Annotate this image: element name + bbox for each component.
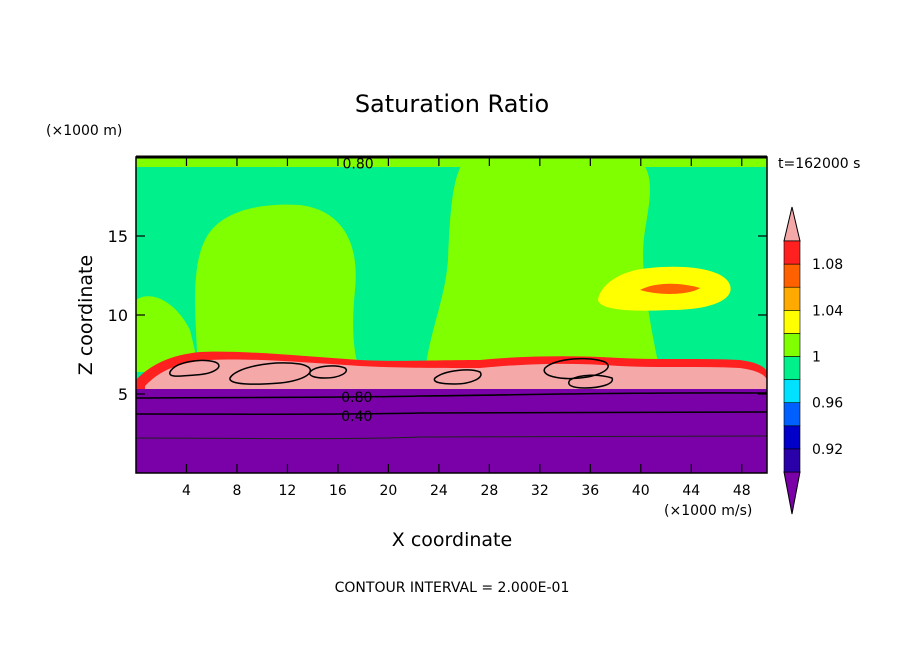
x-tick-label: 28 — [480, 483, 498, 499]
contour-line — [136, 392, 767, 399]
colorbar-swatch — [783, 402, 801, 427]
chart-title: Saturation Ratio — [355, 90, 549, 118]
region-dome-right — [425, 160, 660, 372]
cloud-contour — [543, 357, 609, 380]
x-axis-ticks: 4 8 12 16 20 24 28 32 36 40 44 48 — [182, 157, 751, 499]
x-tick-label: 36 — [581, 483, 599, 499]
x-tick-label: 48 — [733, 483, 751, 499]
region-lower-layer — [136, 389, 767, 473]
y-tick-label: 10 — [108, 306, 128, 325]
x-axis-label: X coordinate — [392, 529, 512, 551]
colorbar-swatch — [783, 425, 801, 450]
cloud-contour — [568, 374, 614, 389]
x-tick-label: 16 — [329, 483, 347, 499]
y-axis-ticks: 5 10 15 — [108, 227, 767, 404]
cloud-contour — [308, 365, 347, 379]
colorbar-swatch — [783, 240, 801, 265]
contour-line — [136, 411, 767, 415]
y-unit-label: (×1000 m) — [46, 123, 122, 139]
region-top-strip — [136, 157, 767, 167]
y-tick-label: 5 — [118, 385, 128, 404]
x-tick-label: 24 — [430, 483, 448, 499]
x-tick-label: 12 — [279, 483, 297, 499]
cloud-contour — [433, 369, 482, 385]
y-axis-label: Z coordinate — [75, 255, 97, 375]
colorbar-upper-arrow — [783, 206, 801, 242]
colorbar-swatch — [783, 263, 801, 288]
contour-interval-label: CONTOUR INTERVAL = 2.000E-01 — [335, 580, 570, 596]
colorbar-label: 1.08 — [812, 257, 843, 273]
contour-label: 0.40 — [341, 409, 372, 425]
x-tick-label: 44 — [682, 483, 700, 499]
time-label: t=162000 s — [778, 156, 860, 172]
x-tick-label: 4 — [182, 483, 191, 499]
y-tick-label: 15 — [108, 227, 128, 246]
region-dome-left — [195, 204, 360, 372]
colorbar-swatch — [783, 448, 801, 473]
x-tick-label: 20 — [379, 483, 397, 499]
colorbar-swatch — [783, 356, 801, 380]
region-cloud-layer — [145, 359, 767, 398]
colorbar-lower-arrow — [783, 471, 801, 515]
colorbar-swatch — [783, 286, 801, 311]
colorbar-label: 1.04 — [812, 303, 843, 319]
x-tick-label: 40 — [632, 483, 650, 499]
contour-labels: 0.80 0.80 0.40 — [341, 156, 373, 425]
plot-area — [136, 157, 767, 473]
contour-label: 0.80 — [341, 390, 372, 406]
colorbar: 1.08 1.04 1 0.96 0.92 — [783, 206, 843, 515]
colorbar-swatch — [783, 309, 801, 334]
colorbar-swatch — [783, 379, 801, 404]
x-unit-label: (×1000 m/s) — [664, 503, 752, 519]
contour-label: 0.80 — [343, 156, 374, 172]
region-dome-lowband — [136, 296, 200, 372]
colorbar-label: 0.96 — [812, 396, 843, 412]
colorbar-label: 0.92 — [812, 442, 843, 458]
contour-line — [136, 435, 767, 440]
colorbar-label: 1 — [812, 350, 821, 366]
cloud-contour — [169, 359, 220, 377]
region-supersat-core — [640, 283, 700, 294]
colorbar-swatch — [783, 333, 801, 357]
x-tick-label: 32 — [531, 483, 549, 499]
x-tick-label: 8 — [232, 483, 241, 499]
